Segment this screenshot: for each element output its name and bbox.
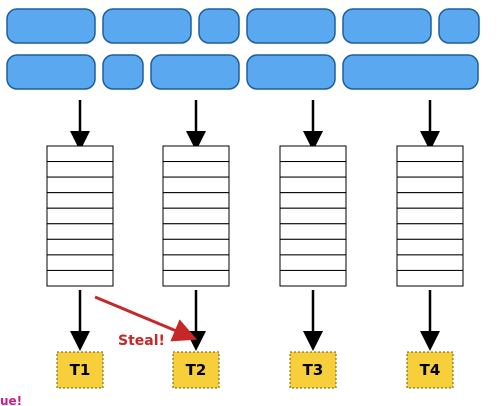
task-block-row-1-4 xyxy=(246,8,336,44)
queue-slot xyxy=(396,207,464,225)
queue-slot xyxy=(46,176,114,194)
thread-label: T1 xyxy=(70,361,91,379)
queue-slot xyxy=(162,161,230,178)
queue-slot xyxy=(279,192,347,209)
queue-slot xyxy=(279,145,347,163)
queue-slot xyxy=(396,223,464,240)
task-block-row-1-3 xyxy=(198,8,240,44)
thread-label: T2 xyxy=(186,361,207,379)
queue-slot xyxy=(46,161,114,178)
thread-box xyxy=(56,351,104,389)
queue-slot xyxy=(279,269,347,287)
steal-arrow xyxy=(94,295,198,342)
thread-box xyxy=(406,351,454,389)
queue-slot xyxy=(162,207,230,225)
task-block-row-2-1 xyxy=(6,54,96,90)
task-queue-4 xyxy=(396,145,464,287)
queue-slot xyxy=(46,269,114,287)
queue-slot xyxy=(396,145,464,163)
corner-label: ue! xyxy=(0,394,22,406)
queue-slot xyxy=(396,176,464,194)
queue-slot xyxy=(396,238,464,256)
queue-slot xyxy=(279,254,347,271)
thread-t4: T4 xyxy=(406,351,454,389)
task-block-row-2-5 xyxy=(342,54,479,90)
steal-label: Steal! xyxy=(118,333,165,349)
corner-annotation: ue! xyxy=(0,394,22,406)
queue-input-arrows xyxy=(70,100,440,151)
queue-slot xyxy=(162,238,230,256)
queue-slot xyxy=(396,161,464,178)
thread-label: T4 xyxy=(420,361,441,379)
queue-slot xyxy=(46,223,114,240)
queue-slot xyxy=(46,192,114,209)
task-queue-1 xyxy=(46,145,114,287)
queue-slot xyxy=(162,254,230,271)
queue-slot xyxy=(396,254,464,271)
thread-t1: T1 xyxy=(56,351,104,389)
task-pool xyxy=(6,8,480,90)
thread-t2: T2 xyxy=(172,351,220,389)
steal-annotation: Steal! xyxy=(94,295,198,349)
queue-slot xyxy=(162,269,230,287)
queue-slot xyxy=(279,176,347,194)
queue-slot xyxy=(46,207,114,225)
thread-box xyxy=(289,351,337,389)
task-queue-3 xyxy=(279,145,347,287)
task-block-row-2-4 xyxy=(246,54,336,90)
task-queue-2 xyxy=(162,145,230,287)
queue-slot xyxy=(279,207,347,225)
queue-slot xyxy=(46,238,114,256)
queue-slot xyxy=(46,145,114,163)
worker-threads: T1 T2 T3 T4 xyxy=(56,351,454,389)
task-queues xyxy=(46,145,464,287)
queue-slot xyxy=(279,161,347,178)
task-block-row-1-1 xyxy=(6,8,96,44)
queue-slot xyxy=(162,223,230,240)
queue-slot xyxy=(162,176,230,194)
task-block-row-2-3 xyxy=(150,54,240,90)
queue-slot xyxy=(162,145,230,163)
queue-slot xyxy=(396,192,464,209)
queue-slot xyxy=(46,254,114,271)
queue-slot xyxy=(279,223,347,240)
queue-slot xyxy=(162,192,230,209)
queue-slot xyxy=(396,269,464,287)
task-block-row-1-2 xyxy=(102,8,192,44)
queue-slot xyxy=(279,238,347,256)
thread-box xyxy=(172,351,220,389)
thread-t3: T3 xyxy=(289,351,337,389)
task-block-row-1-6 xyxy=(438,8,480,44)
task-block-row-1-5 xyxy=(342,8,432,44)
task-block-row-2-2 xyxy=(102,54,144,90)
thread-label: T3 xyxy=(303,361,324,379)
